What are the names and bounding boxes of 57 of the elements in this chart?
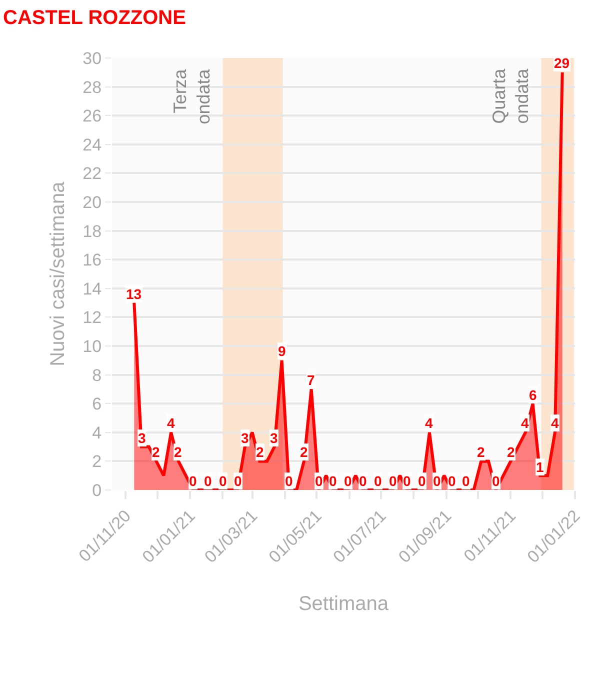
- band-label: Terza ondata: [170, 68, 214, 124]
- data-label: 0: [462, 473, 470, 489]
- data-label: 4: [551, 415, 559, 431]
- data-label: 0: [492, 473, 500, 489]
- data-label: 3: [138, 430, 146, 446]
- data-label: 9: [278, 343, 286, 359]
- y-tick-label: 8: [92, 366, 102, 385]
- data-label: 0: [389, 473, 397, 489]
- data-label: 7: [307, 372, 315, 388]
- data-label: 29: [554, 55, 570, 71]
- y-tick-label: 24: [82, 135, 102, 154]
- data-label: 0: [403, 473, 411, 489]
- data-label: 1: [536, 459, 544, 475]
- y-tick-label: 0: [92, 480, 102, 500]
- y-tick-label: 26: [82, 106, 102, 126]
- y-tick-label: 10: [82, 336, 102, 356]
- data-label: 2: [477, 444, 485, 460]
- data-label: 4: [425, 415, 433, 431]
- y-tick-label: 30: [82, 48, 102, 68]
- band-label: Quarta ondata: [488, 68, 532, 124]
- data-label: 3: [270, 430, 278, 446]
- data-label: 2: [152, 444, 160, 460]
- data-label: 0: [359, 473, 367, 489]
- data-label: 0: [219, 473, 227, 489]
- y-tick-label: 22: [82, 164, 102, 184]
- y-tick-label: 14: [82, 279, 102, 298]
- data-label: 3: [241, 430, 249, 446]
- y-tick-label: 18: [82, 222, 102, 241]
- data-label: 0: [315, 473, 323, 489]
- y-axis-title: Nuovi casi/settimana: [47, 180, 70, 366]
- y-tick-label: 6: [92, 394, 102, 414]
- data-label: 2: [174, 444, 182, 460]
- data-label: 2: [256, 444, 264, 460]
- y-tick-label: 12: [82, 308, 102, 328]
- data-label: 2: [300, 444, 308, 460]
- x-axis-title: Settimana: [298, 593, 390, 616]
- chart-title: CASTEL ROZZONE: [3, 7, 186, 30]
- data-label: 0: [448, 473, 456, 489]
- data-label: 0: [204, 473, 212, 489]
- data-label: 0: [344, 473, 352, 489]
- y-tick-label: 4: [92, 423, 102, 442]
- y-tick-label: 16: [82, 250, 102, 270]
- data-label: 13: [126, 286, 142, 302]
- data-label: 0: [234, 473, 242, 489]
- data-label: 0: [374, 473, 382, 489]
- y-tick-label: 28: [82, 78, 102, 97]
- data-label: 0: [418, 473, 426, 489]
- data-label: 4: [167, 415, 175, 431]
- data-label: 0: [329, 473, 337, 489]
- data-label: 4: [521, 415, 529, 431]
- y-tick-label: 20: [82, 192, 102, 212]
- data-label: 2: [507, 444, 515, 460]
- data-label: 0: [433, 473, 441, 489]
- y-tick-label: 2: [92, 452, 102, 472]
- data-label: 0: [189, 473, 197, 489]
- data-label: 0: [285, 473, 293, 489]
- data-label: 6: [529, 387, 537, 403]
